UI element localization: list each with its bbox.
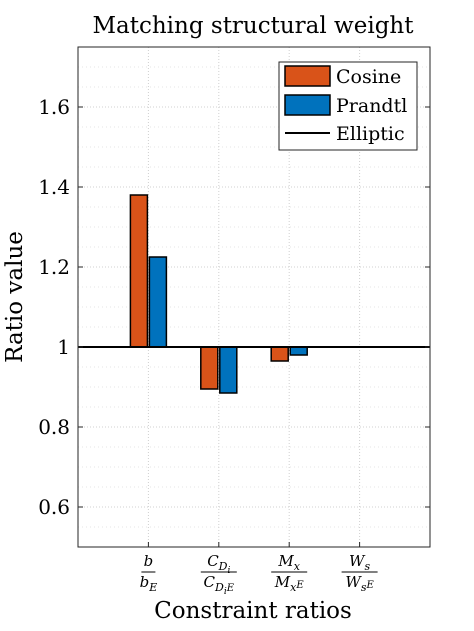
x-tick-denominator: bE <box>140 573 158 594</box>
x-tick-denominator: CDiE <box>204 573 235 597</box>
bar-cosine-mx <box>270 346 289 362</box>
x-tick-numerator: b <box>144 552 154 570</box>
y-axis-ticks: 0.6 0.8 1 1.2 1.4 1.6 <box>38 95 430 519</box>
x-tick-denominator: WsE <box>345 573 374 594</box>
x-tick-numerator: CDi <box>207 552 230 576</box>
chart-title: Matching structural weight <box>92 13 414 39</box>
y-tick-label: 0.6 <box>38 495 70 519</box>
x-tick-numerator: Ws <box>349 552 370 573</box>
x-tick-denominator: MxE <box>274 573 305 594</box>
bars <box>129 194 308 394</box>
legend: Cosine Prandtl Elliptic <box>278 61 418 151</box>
bar-prandtl-mx <box>289 346 308 356</box>
y-tick-label: 0.8 <box>38 415 70 439</box>
bar-cosine-b <box>129 194 149 348</box>
x-tick-numerator: Mx <box>277 552 300 573</box>
bar-cosine-cdi <box>200 346 219 390</box>
legend-label-prandtl: Prandtl <box>336 95 407 117</box>
legend-swatch-cosine <box>284 65 331 87</box>
bar-prandtl-b <box>148 256 168 348</box>
x-tick-label-b: b bE <box>140 552 158 594</box>
y-tick-label: 1 <box>57 335 70 359</box>
legend-swatch-prandtl <box>284 94 331 116</box>
y-tick-label: 1.6 <box>38 95 70 119</box>
y-axis-label: Ratio value <box>2 231 28 363</box>
legend-label-elliptic: Elliptic <box>336 123 405 145</box>
y-tick-label: 1.2 <box>38 255 70 279</box>
grid <box>78 46 430 548</box>
bar-prandtl-cdi <box>219 346 238 394</box>
x-axis-label: Constraint ratios <box>154 598 352 624</box>
plot-area-frame <box>77 46 431 548</box>
y-tick-label: 1.4 <box>38 175 70 199</box>
legend-label-cosine: Cosine <box>336 66 401 88</box>
